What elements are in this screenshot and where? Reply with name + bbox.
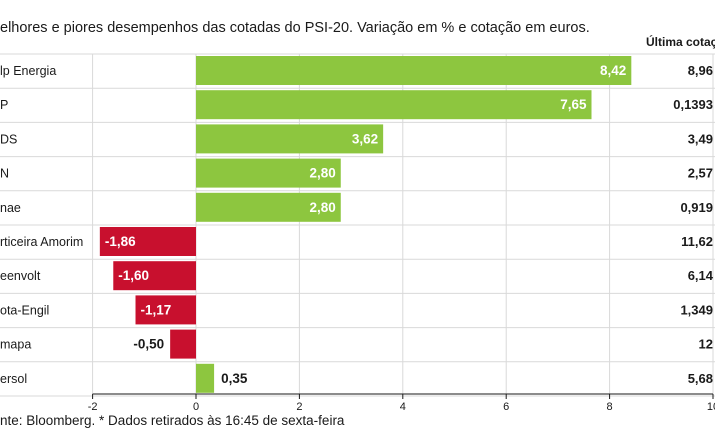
price-label: 11,62 [681,234,713,249]
labels: lp Energia 8,42 8,96 P 7,65 0,1393 DS 3,62 3,49 N… [0,63,714,386]
value-label: 7,65 [560,97,587,112]
source-note: nte: Bloomberg. * Dados retirados às 16:… [0,413,345,428]
value-label: 0,35 [221,371,248,386]
price-label: 0,1393 [673,97,713,112]
bar [196,90,592,120]
x-tick-label: 4 [400,401,406,413]
x-tick-label: 2 [296,401,302,413]
value-label: -1,17 [141,302,172,317]
category-label: lp Energia [0,64,56,78]
price-column-header: Última cotaç [646,34,715,49]
value-label: -0,50 [133,337,164,352]
category-label: nae [0,201,21,215]
price-label: 1,349 [680,302,713,317]
category-label: ersol [0,372,27,386]
value-label: -1,60 [118,268,149,283]
bar [196,56,632,85]
category-label: mapa [0,338,31,352]
category-label: DS [0,132,17,146]
value-label: -1,86 [105,234,136,249]
category-label: rticeira Amorim [0,235,83,249]
bar [99,227,196,256]
price-label: 5,68 [688,371,713,386]
bar [135,295,196,325]
bar [196,158,341,188]
category-label: N [0,167,9,181]
value-label: 3,62 [352,131,378,146]
x-tick-label: 8 [607,401,613,413]
value-label: 8,42 [600,63,626,78]
value-label: 2,80 [309,200,335,215]
bar [113,261,196,291]
bar [196,192,341,222]
price-label: 8,96 [688,63,713,78]
category-label: eenvolt [0,269,41,283]
price-label: 3,49 [688,131,713,146]
category-label: ota-Engil [0,303,49,317]
bar [170,329,196,359]
x-tick-label: -2 [88,401,98,413]
x-tick-label: 0 [193,401,199,413]
bars [99,56,632,393]
price-label: 2,57 [688,166,713,181]
price-label: 12 [699,337,713,352]
bar [196,363,215,393]
bar [196,124,384,154]
value-label: 2,80 [309,166,335,181]
x-tick-label: 10 [707,401,715,413]
chart-subtitle: elhores e piores desempenhos das cotadas… [0,20,590,36]
x-axis: -2 0 2 4 6 8 10 [88,393,715,413]
grid-lines [0,53,715,397]
x-tick-label: 6 [503,401,509,413]
category-label: P [0,98,8,112]
price-label: 6,14 [688,268,714,283]
price-label: 0,919 [680,200,713,215]
